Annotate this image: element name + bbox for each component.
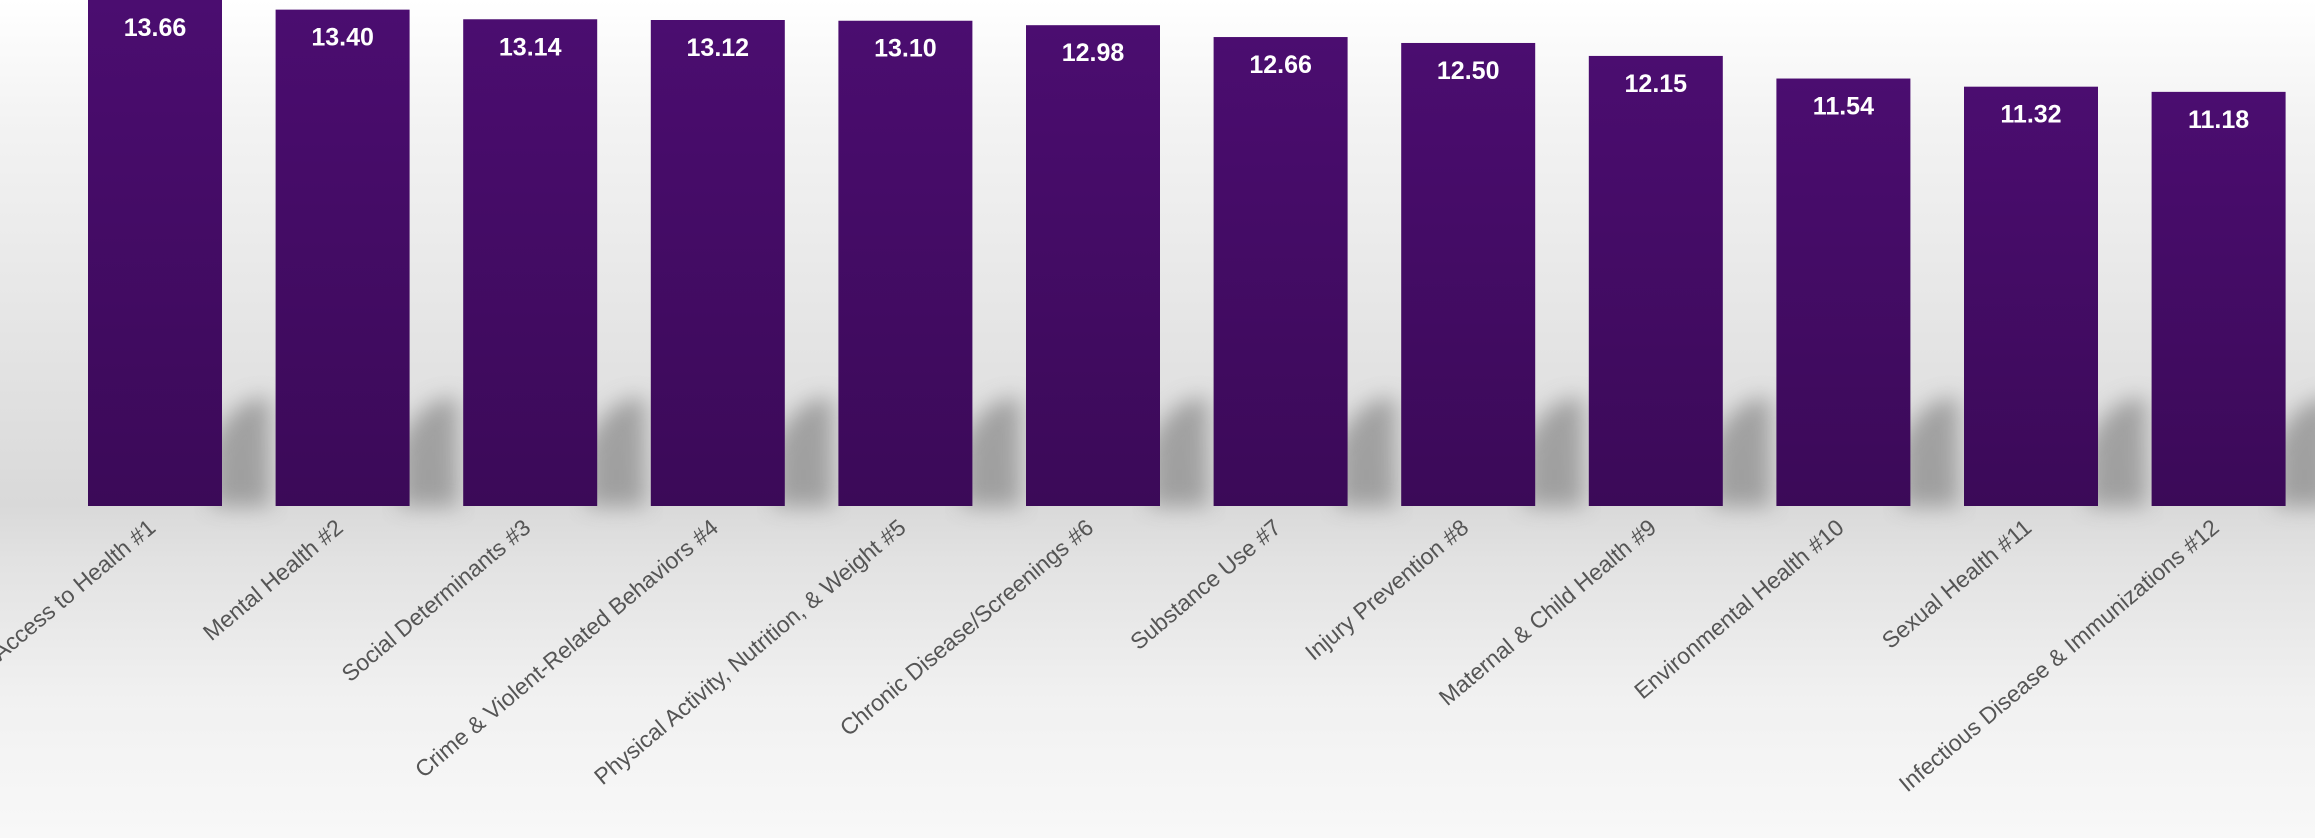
value-labels: 13.66 13.40 13.14 13.12 13.10 12.98 12.66 12.50… bbox=[124, 14, 2250, 134]
bars bbox=[88, 0, 2286, 507]
bar-shadow bbox=[1337, 397, 1396, 506]
bar-value-label: 13.14 bbox=[499, 33, 562, 61]
category-labels: Access to Health #1 Mental Health #2Socia… bbox=[0, 514, 2224, 797]
category-tick-label: Maternal & Child Health #9 bbox=[1434, 514, 1661, 711]
bar bbox=[1588, 55, 1723, 506]
bar bbox=[463, 19, 598, 506]
bar-value-label: 11.54 bbox=[1813, 93, 1874, 121]
category-tick-label: Injury Prevention #8 bbox=[1300, 514, 1473, 665]
bar bbox=[1401, 42, 1536, 507]
bar-value-label: 12.50 bbox=[1437, 57, 1500, 85]
category-tick-label: Sexual Health #11 bbox=[1877, 514, 2036, 654]
bar bbox=[2151, 91, 2286, 507]
bar-value-label: 13.66 bbox=[124, 14, 187, 42]
bar-shadow bbox=[399, 397, 458, 506]
bar-value-label: 12.98 bbox=[1062, 39, 1125, 67]
bar bbox=[650, 20, 785, 506]
category-tick-label: Environmental Health #10 bbox=[1629, 514, 1848, 704]
bar-value-label: 13.10 bbox=[874, 35, 937, 63]
bar-shadow bbox=[212, 397, 270, 506]
bar-value-label: 11.32 bbox=[2000, 101, 2061, 129]
bar bbox=[1964, 86, 2098, 507]
bar bbox=[88, 0, 222, 506]
bar-value-label: 13.40 bbox=[311, 24, 374, 52]
bar-shadow bbox=[1150, 397, 1208, 506]
bar-value-label: 11.18 bbox=[2188, 106, 2249, 134]
category-tick-label: Social Determinants #3 bbox=[337, 514, 536, 687]
bar bbox=[1776, 78, 1911, 506]
category-tick-label: Crime & Violent-Related Behaviors #4 bbox=[410, 514, 723, 783]
bar-value-label: 12.66 bbox=[1249, 51, 1312, 79]
bar-shadow bbox=[587, 397, 646, 506]
category-tick-label: Infectious Disease & Immunizations #12 bbox=[1894, 514, 2224, 797]
bar-shadow bbox=[1525, 397, 1584, 506]
category-tick-label: Physical Activity, Nutrition, & Weight #… bbox=[589, 514, 911, 790]
bar bbox=[1026, 25, 1160, 506]
bar-shadow bbox=[1900, 397, 1959, 506]
bar-value-label: 13.12 bbox=[687, 34, 750, 62]
bar-shadows bbox=[212, 397, 2315, 506]
bar-shadow bbox=[2088, 397, 2146, 506]
bar bbox=[275, 9, 410, 506]
category-tick-label: Access to Health #1 bbox=[0, 514, 160, 665]
bar-value-label: 12.15 bbox=[1625, 70, 1688, 98]
category-tick-label: Mental Health #2 bbox=[198, 514, 348, 646]
bar-shadow bbox=[774, 397, 833, 506]
bar bbox=[838, 20, 973, 507]
bar-shadow bbox=[1712, 397, 1771, 506]
bar bbox=[1213, 37, 1348, 507]
bar-shadow bbox=[962, 397, 1021, 506]
category-tick-label: Substance Use #7 bbox=[1125, 514, 1286, 655]
